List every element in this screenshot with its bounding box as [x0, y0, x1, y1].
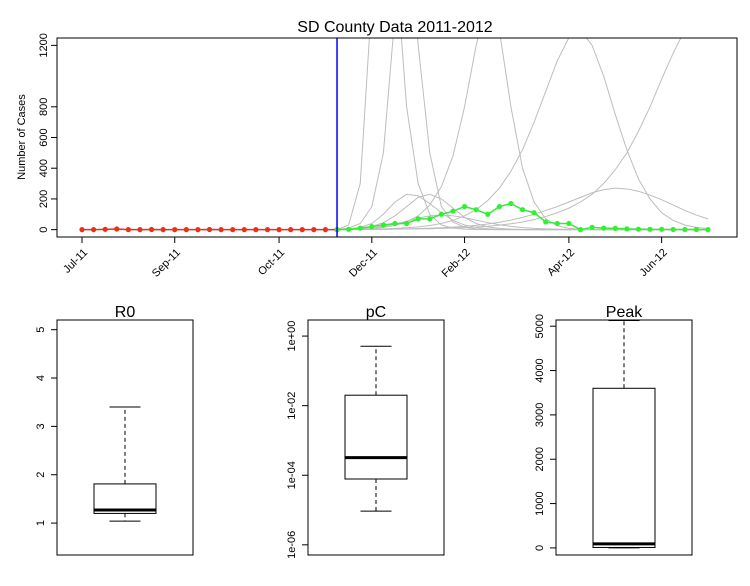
y-tick-label: 4000: [534, 358, 546, 382]
data-point: [485, 211, 491, 217]
data-point: [612, 225, 618, 232]
series-line: [337, 38, 709, 231]
data-point: [566, 220, 572, 227]
data-point: [195, 227, 201, 233]
y-tick-label: 1: [35, 520, 47, 526]
y-tick-label: 1e+00: [286, 321, 298, 352]
y-tick-label: 0: [38, 227, 50, 233]
x-tick-label: Jul-11: [61, 247, 90, 276]
y-tick-label: 1200: [38, 33, 50, 57]
x-tick-label: Jun-12: [638, 247, 670, 279]
data-point: [635, 226, 642, 232]
y-tick-label: 5000: [534, 314, 546, 338]
data-point: [473, 207, 479, 213]
data-point: [253, 227, 259, 233]
panel-title: Peak: [606, 304, 643, 321]
chart-title: SD County Data 2011-2012: [297, 19, 492, 36]
data-point: [682, 226, 688, 233]
data-point: [218, 227, 224, 233]
data-point: [543, 219, 549, 225]
y-tick-label: 200: [38, 190, 50, 208]
y-tick-label: 2000: [534, 447, 546, 471]
data-point: [311, 227, 317, 233]
plot-frame: [56, 319, 194, 556]
y-tick-label: 800: [38, 98, 50, 116]
data-point: [160, 227, 166, 233]
data-point: [241, 227, 247, 233]
data-point: [508, 200, 514, 207]
panel-title: pC: [366, 304, 386, 321]
data-point: [670, 226, 676, 233]
data-point: [380, 222, 387, 228]
x-tick-label: Sep-11: [150, 247, 183, 280]
box: [93, 483, 157, 514]
data-point: [577, 227, 584, 233]
data-point: [461, 203, 468, 210]
y-axis-label: Number of Cases: [16, 94, 28, 180]
x-tick-label: Oct-11: [256, 247, 287, 278]
y-tick-label: 1e-04: [286, 461, 298, 489]
data-point: [79, 227, 85, 233]
data-point: [299, 227, 305, 233]
data-point: [148, 226, 155, 233]
data-point: [693, 226, 700, 233]
data-point: [183, 227, 189, 233]
data-point: [276, 227, 282, 233]
data-point: [415, 216, 421, 222]
data-point: [624, 226, 630, 232]
data-point: [392, 220, 398, 227]
y-tick-label: 2: [35, 472, 47, 478]
y-tick-label: 3000: [534, 403, 546, 427]
data-point: [531, 210, 537, 216]
y-tick-label: 0: [534, 545, 546, 551]
data-point: [369, 223, 375, 230]
y-tick-label: 1e-06: [286, 531, 298, 559]
y-tick-label: 400: [38, 159, 50, 177]
box: [344, 394, 408, 480]
data-point: [346, 226, 352, 232]
data-point: [90, 227, 97, 233]
data-point: [647, 226, 653, 232]
y-tick-label: 1e-02: [286, 392, 298, 420]
y-tick-label: 3: [35, 423, 47, 429]
data-point: [659, 226, 665, 232]
data-point: [230, 227, 236, 233]
y-tick-label: 600: [38, 128, 50, 146]
data-point: [438, 211, 444, 217]
x-tick-label: Feb-12: [440, 247, 473, 280]
x-tick-label: Dec-11: [347, 247, 380, 280]
y-tick-label: 5: [35, 327, 47, 333]
plot-frame: [307, 319, 445, 556]
y-tick-label: 4: [35, 375, 47, 381]
data-point: [114, 226, 120, 232]
plot-frame: [555, 319, 693, 556]
box: [592, 387, 656, 548]
data-point: [137, 227, 143, 233]
data-point: [102, 226, 108, 232]
data-point: [554, 220, 560, 227]
data-point: [264, 227, 271, 233]
data-point: [357, 225, 363, 231]
x-tick-label: Apr-12: [545, 247, 577, 279]
data-point: [589, 224, 595, 230]
plot-area: [79, 38, 711, 237]
data-point: [172, 227, 178, 233]
data-point: [206, 226, 213, 233]
data-point: [427, 216, 433, 222]
data-point: [125, 227, 131, 233]
panel-title: R0: [115, 304, 136, 321]
y-tick-label: 1000: [534, 491, 546, 515]
data-point: [403, 220, 410, 227]
plot-frame: [56, 37, 738, 238]
data-point: [450, 208, 456, 214]
data-point: [288, 227, 294, 233]
data-point: [705, 227, 711, 233]
data-point: [496, 203, 502, 210]
data-point: [601, 225, 607, 231]
series-line: [337, 187, 709, 231]
data-point: [322, 227, 329, 233]
data-point: [519, 207, 526, 213]
